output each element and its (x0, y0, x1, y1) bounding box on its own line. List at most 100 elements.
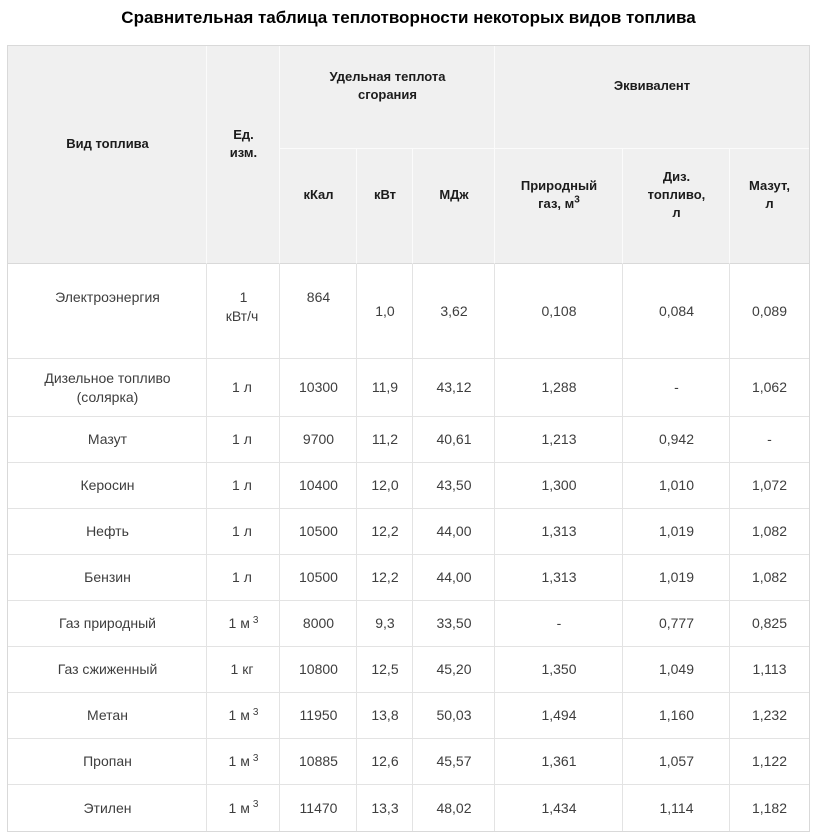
natural-gas-eq-cell: 1,300 (495, 463, 624, 510)
diesel-eq-cell: 1,057 (623, 739, 731, 786)
natural-gas-eq-cell: 1,213 (495, 417, 624, 464)
fuel-cell: Метан (8, 693, 208, 740)
table-row: Электроэнергия 1 кВт/ч 864 1,0 3,62 0,10… (8, 264, 809, 360)
mj-cell: 48,02 (413, 785, 496, 832)
natural-gas-eq-cell: - (495, 601, 624, 648)
mazut-eq-cell: 1,082 (730, 555, 809, 602)
kw-cell: 12,5 (357, 647, 414, 694)
natural-gas-eq-cell: 1,350 (495, 647, 624, 694)
kw-cell: 12,6 (357, 739, 414, 786)
kcal-cell: 10885 (280, 739, 358, 786)
table-row: Дизельное топливо (солярка) 1 л 10300 11… (8, 359, 809, 418)
natural-gas-eq-cell: 1,313 (495, 509, 624, 556)
col-natural-gas-header: Природный газ, м3 (495, 149, 624, 265)
table-row: Газ сжиженный 1 кг 10800 12,5 45,20 1,35… (8, 647, 809, 694)
mj-cell: 43,12 (413, 359, 496, 418)
table-row: Нефть 1 л 10500 12,2 44,00 1,313 1,019 1… (8, 509, 809, 556)
unit-cell: 1 л (207, 463, 281, 510)
kcal-cell: 10800 (280, 647, 358, 694)
kw-cell: 11,9 (357, 359, 414, 418)
superscript-3: 3 (574, 195, 580, 207)
group-heat-of-combustion-header: Удельная теплота сгорания (280, 46, 496, 150)
kcal-cell: 11470 (280, 785, 358, 832)
kw-cell: 13,3 (357, 785, 414, 832)
fuel-cell: Дизельное топливо (солярка) (8, 359, 208, 418)
fuel-cell: Мазут (8, 417, 208, 464)
kw-cell: 1,0 (357, 264, 414, 360)
mazut-eq-cell: 1,113 (730, 647, 809, 694)
mazut-eq-cell: 0,089 (730, 264, 809, 360)
header-row-groups: Вид топлива Ед. изм. Удельная теплота сг… (8, 46, 809, 265)
kcal-cell: 864 (280, 264, 358, 360)
kw-cell: 12,0 (357, 463, 414, 510)
fuel-cell: Пропан (8, 739, 208, 786)
col-kcal-header: кКал (280, 149, 358, 265)
unit-cell: 1 л (207, 417, 281, 464)
mj-cell: 45,20 (413, 647, 496, 694)
fuel-cell: Керосин (8, 463, 208, 510)
natural-gas-eq-cell: 1,288 (495, 359, 624, 418)
kcal-cell: 11950 (280, 693, 358, 740)
unit-cell: 1 л (207, 359, 281, 418)
diesel-eq-cell: 1,114 (623, 785, 731, 832)
mazut-eq-cell: 1,122 (730, 739, 809, 786)
kw-cell: 11,2 (357, 417, 414, 464)
fuel-cell: Электроэнергия (8, 264, 208, 360)
kcal-cell: 8000 (280, 601, 358, 648)
mazut-eq-cell: 1,182 (751, 799, 788, 816)
unit-cell: 1 кВт/ч (207, 264, 281, 360)
kw-cell: 12,2 (357, 509, 414, 556)
fuel-cell: Газ природный (8, 601, 208, 648)
kcal-cell: 9700 (280, 417, 358, 464)
diesel-eq-cell: 0,942 (623, 417, 731, 464)
mazut-eq-cell: 1,072 (730, 463, 809, 510)
mazut-eq-cell: 1,232 (730, 693, 809, 740)
diesel-eq-cell: 1,160 (623, 693, 731, 740)
diesel-eq-cell: - (623, 359, 731, 418)
col-diesel-header: Диз. топливо, л (623, 149, 731, 265)
fuel-cell: Этилен (8, 785, 208, 832)
diesel-eq-cell: 1,019 (623, 509, 731, 556)
superscript-3: 3 (252, 614, 259, 626)
diesel-eq-cell: 1,010 (623, 463, 731, 510)
kw-cell: 12,2 (357, 555, 414, 602)
mj-cell: 44,00 (413, 555, 496, 602)
unit-cell: 1 кг (207, 647, 281, 694)
diesel-eq-cell: 0,084 (623, 264, 731, 360)
col-kw-header: кВт (357, 149, 414, 265)
mazut-eq-cell: 0,825 (730, 601, 809, 648)
table-row: Мазут 1 л 9700 11,2 40,61 1,213 0,942 - (8, 417, 809, 464)
natural-gas-eq-cell: 0,108 (495, 264, 624, 360)
mj-cell: 44,00 (413, 509, 496, 556)
col-fuel-type-header: Вид топлива (8, 46, 208, 265)
mj-cell: 33,50 (413, 601, 496, 648)
table-row: Бензин 1 л 10500 12,2 44,00 1,313 1,019 … (8, 555, 809, 602)
mazut-eq-cell: 1,082 (730, 509, 809, 556)
kcal-cell: 10500 (280, 555, 358, 602)
fuel-cell: Нефть (8, 509, 208, 556)
fuel-comparison-table: Вид топлива Ед. изм. Удельная теплота сг… (7, 45, 810, 833)
col-unit-header: Ед. изм. (207, 46, 281, 265)
natural-gas-eq-cell: 1,434 (495, 785, 624, 832)
table-row: Керосин 1 л 10400 12,0 43,50 1,300 1,010… (8, 463, 809, 510)
natural-gas-eq-cell: 1,494 (495, 693, 624, 740)
diesel-eq-cell: 1,049 (623, 647, 731, 694)
superscript-3: 3 (252, 752, 259, 764)
natural-gas-eq-cell: 1,313 (495, 555, 624, 602)
mj-cell: 40,61 (413, 417, 496, 464)
kw-cell: 9,3 (357, 601, 414, 648)
kcal-cell: 10500 (280, 509, 358, 556)
superscript-3: 3 (252, 799, 259, 811)
mj-cell: 45,57 (413, 739, 496, 786)
mazut-eq-cell: 1,062 (730, 359, 809, 418)
unit-cell: 1 л (207, 555, 281, 602)
mazut-eq-cell: - (730, 417, 809, 464)
page-title: Сравнительная таблица теплотворности нек… (121, 8, 696, 27)
